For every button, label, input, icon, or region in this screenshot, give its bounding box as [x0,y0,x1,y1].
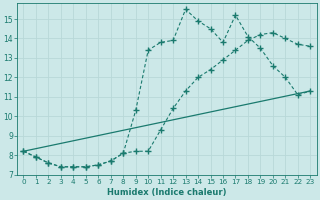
X-axis label: Humidex (Indice chaleur): Humidex (Indice chaleur) [107,188,227,197]
